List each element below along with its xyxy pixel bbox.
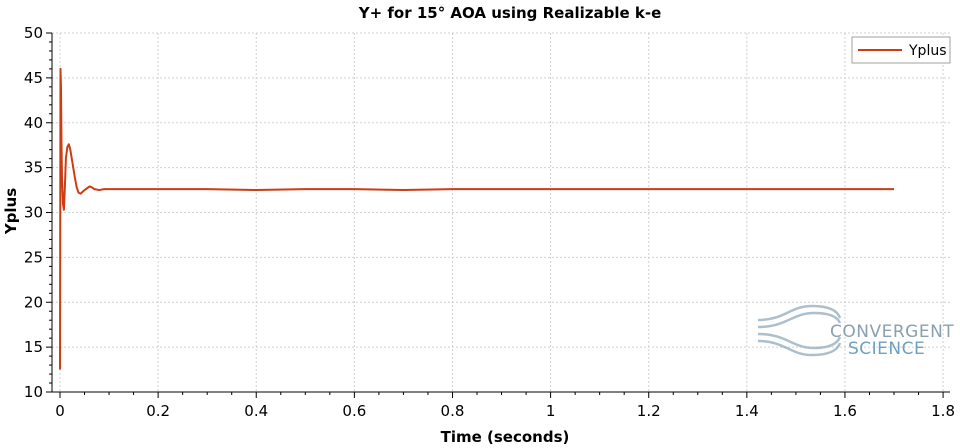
x-tick-label: 1.4 [735, 402, 759, 420]
x-tick-label: 0.8 [441, 402, 465, 420]
logo-line1: CONVERGENT [830, 322, 954, 342]
y-tick-label: 45 [24, 69, 43, 87]
series-line-yplus [59, 67, 895, 370]
x-axis-title: Time (seconds) [441, 428, 570, 446]
x-tick-label: 0.2 [146, 402, 170, 420]
y-axis-title: Yplus [2, 188, 20, 235]
x-tick-label: 0 [55, 402, 65, 420]
x-tick-label: 1.2 [637, 402, 661, 420]
grid [52, 32, 950, 393]
x-tick-label: 0.6 [342, 402, 366, 420]
y-tick-label: 15 [24, 338, 43, 356]
logo-line2: SCIENCE [848, 339, 925, 359]
y-tick-label: 25 [24, 248, 43, 266]
y-axis: 10 15 20 25 30 35 40 45 50 [24, 24, 52, 401]
x-axis: 0 0.2 0.4 0.6 0.8 1 1.2 1.4 1.6 1.8 [55, 392, 955, 420]
chart-title: Y+ for 15° AOA using Realizable k-e [358, 4, 662, 22]
x-tick-label: 1.8 [931, 402, 955, 420]
series-group [59, 67, 895, 370]
y-tick-label: 30 [24, 204, 43, 222]
legend-label-yplus: Yplus [908, 43, 947, 59]
logo-swoosh-icon [757, 304, 842, 357]
y-tick-label: 40 [24, 114, 43, 132]
y-tick-label: 35 [24, 159, 43, 177]
x-tick-label: 1.6 [833, 402, 857, 420]
y-tick-label: 20 [24, 293, 43, 311]
y-tick-label: 10 [24, 383, 43, 401]
convergent-science-logo: CONVERGENT SCIENCE [757, 304, 954, 359]
y-tick-label: 50 [24, 24, 43, 42]
x-tick-label: 1 [546, 402, 556, 420]
x-tick-label: 0.4 [244, 402, 268, 420]
legend: Yplus [851, 36, 951, 64]
